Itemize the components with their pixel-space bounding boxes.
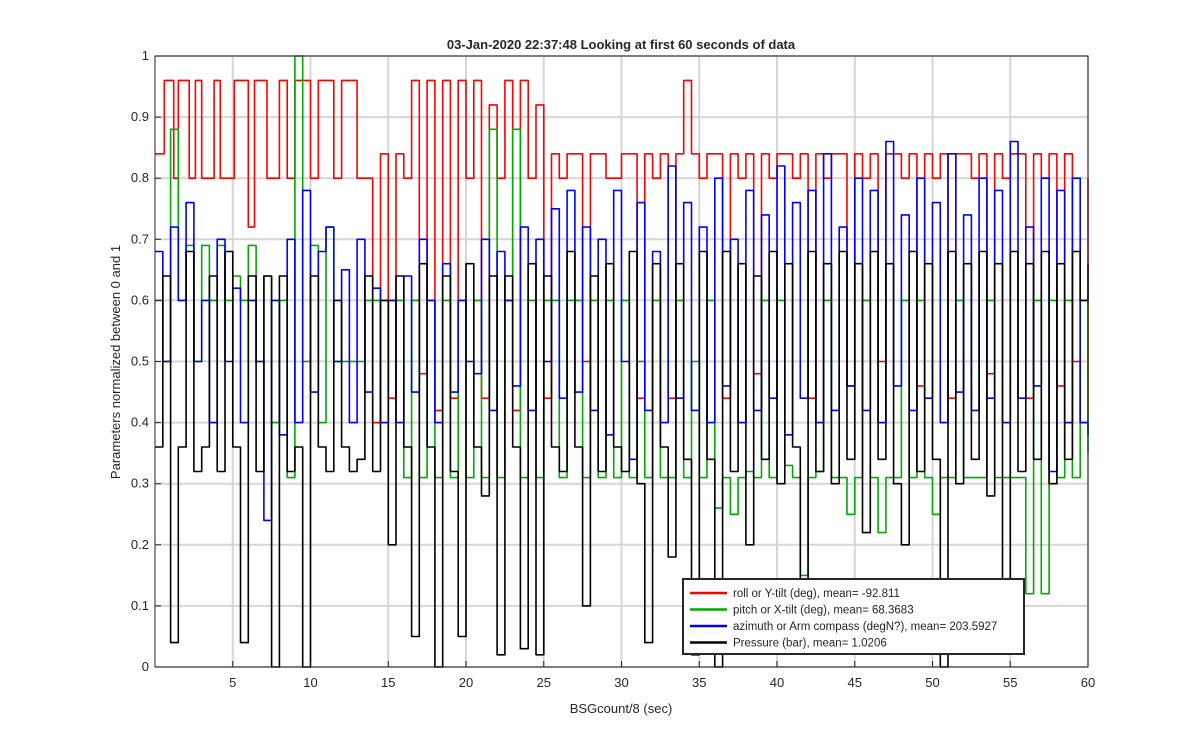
x-axis-label: BSGcount/8 (sec) [570, 701, 673, 716]
y-tick-label: 0.8 [131, 170, 149, 185]
x-tick-label: 60 [1081, 675, 1095, 690]
y-tick-label: 1 [142, 48, 149, 63]
y-tick-label: 0.6 [131, 292, 149, 307]
x-tick-label: 10 [303, 675, 317, 690]
legend-box [682, 578, 1025, 655]
y-axis-label: Parameters normalized between 0 and 1 [108, 245, 123, 479]
y-tick-label: 0.5 [131, 354, 149, 369]
y-tick-label: 0.1 [131, 598, 149, 613]
x-tick-label: 20 [459, 675, 473, 690]
y-tick-label: 0.3 [131, 476, 149, 491]
legend-label: roll or Y-tilt (deg), mean= -92.811 [733, 588, 900, 600]
x-tick-label: 15 [381, 675, 395, 690]
series-line-1 [155, 79, 1089, 424]
y-tick-label: 0 [142, 659, 149, 674]
x-tick-label: 45 [848, 675, 862, 690]
y-tick-label: 0.4 [131, 415, 149, 430]
legend-label: Pressure (bar), mean= 1.0206 [733, 638, 887, 650]
y-tick-labels: 0 0.1 0.2 0.3 0.4 0.5 0.6 0.7 0.8 0.9 1 [131, 48, 161, 674]
series-line-4 [155, 250, 1089, 668]
legend-label: pitch or X-tilt (deg), mean= 68.3683 [733, 605, 914, 617]
legend: roll or Y-tilt (deg), mean= -92.811 pitch… [682, 578, 1025, 655]
legend-label: azimuth or Arm compass (degN?), mean= 20… [733, 621, 997, 633]
x-tick-label: 55 [1003, 675, 1017, 690]
y-tick-label: 0.7 [131, 231, 149, 246]
y-tick-label: 0.9 [131, 109, 149, 124]
x-tick-label: 25 [537, 675, 551, 690]
chart-title: 03-Jan-2020 22:37:48 Looking at first 60… [447, 37, 796, 52]
y-tick-label: 0.2 [131, 537, 149, 552]
x-tick-label: 5 [229, 675, 236, 690]
x-tick-label: 40 [770, 675, 784, 690]
x-tick-label: 35 [692, 675, 706, 690]
x-tick-labels: 5 10 15 20 25 30 35 40 45 50 55 60 [229, 661, 1095, 690]
x-tick-label: 50 [925, 675, 939, 690]
x-tick-label: 30 [614, 675, 628, 690]
